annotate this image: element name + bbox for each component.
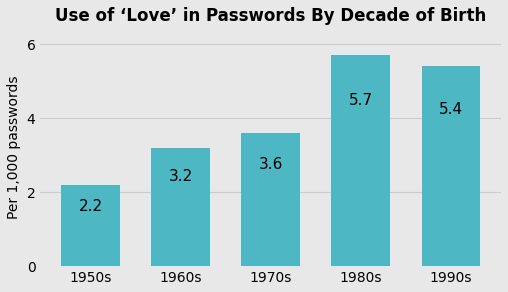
Bar	[331, 55, 390, 266]
Text: 2.2: 2.2	[78, 199, 103, 214]
Text: 5.7: 5.7	[348, 93, 373, 108]
Bar	[151, 148, 210, 266]
Bar	[422, 66, 480, 266]
Bar	[61, 185, 120, 266]
Bar	[241, 133, 300, 266]
Title: Use of ‘Love’ in Passwords By Decade of Birth: Use of ‘Love’ in Passwords By Decade of …	[55, 7, 486, 25]
Text: 3.2: 3.2	[169, 169, 193, 184]
Y-axis label: Per 1,000 passwords: Per 1,000 passwords	[7, 76, 21, 220]
Text: 3.6: 3.6	[259, 157, 283, 172]
Text: 5.4: 5.4	[439, 102, 463, 117]
